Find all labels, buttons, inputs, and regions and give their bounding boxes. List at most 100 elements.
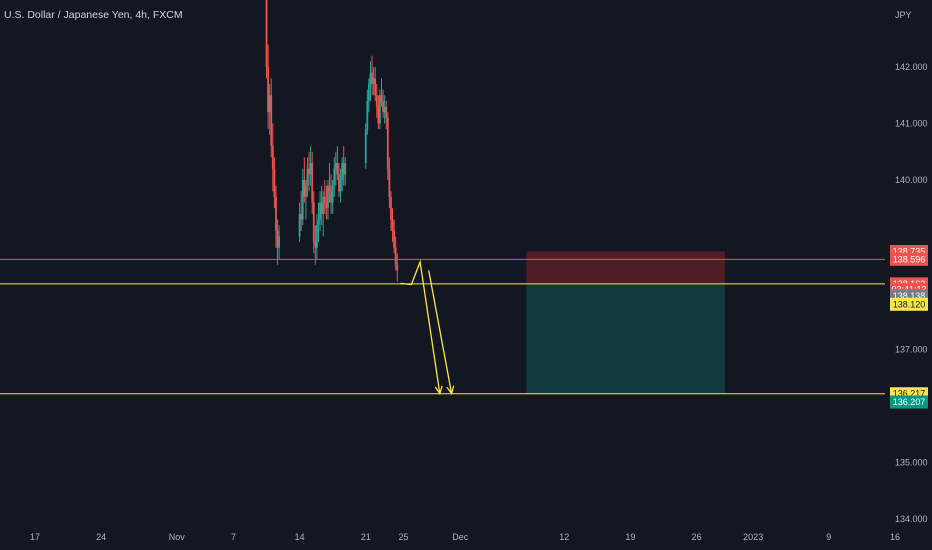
candle-body xyxy=(339,180,342,192)
candle-body xyxy=(333,168,336,186)
candle-body xyxy=(366,100,369,130)
x-tick-label: 17 xyxy=(30,532,40,542)
candle-body xyxy=(319,202,321,220)
candle-body xyxy=(323,196,326,203)
candle-body xyxy=(306,168,309,186)
projection-path-secondary xyxy=(428,270,453,394)
horizontal-lines xyxy=(0,258,885,395)
candle-body xyxy=(312,202,315,243)
price-tag-label: 138.596 xyxy=(893,254,926,264)
y-tick-label: 141.000 xyxy=(895,119,928,129)
candle-body xyxy=(309,163,312,175)
candle-body xyxy=(377,106,380,124)
candle-body xyxy=(375,95,378,107)
y-tick-label: 142.000 xyxy=(895,62,928,72)
candle-body xyxy=(369,72,372,84)
candle-body xyxy=(320,202,323,214)
position-zones xyxy=(526,251,725,395)
x-tick-label: Nov xyxy=(169,532,186,542)
x-tick-label: 7 xyxy=(231,532,236,542)
currency-label: JPY xyxy=(895,10,912,20)
arrow-head xyxy=(446,385,455,396)
y-tick-label: 134.000 xyxy=(895,514,928,524)
candle-body xyxy=(303,180,306,197)
candle-body xyxy=(391,219,394,231)
candle-body xyxy=(271,146,274,169)
x-tick-label: 26 xyxy=(691,532,701,542)
chart-title: U.S. Dollar / Japanese Yen, 4h, FXCM xyxy=(4,9,183,21)
price-tag-label: 138.735 xyxy=(893,246,926,256)
projection-path xyxy=(400,259,441,394)
candle-body xyxy=(330,191,332,203)
candle-body xyxy=(368,83,370,101)
time-axis: 17 24 Nov 7 14 21 25 Dec 12 19 26 2023 9 16 xyxy=(30,532,900,542)
price-axis: 134.000 135.000 137.000 140.000 141.000 142.0… xyxy=(895,62,928,524)
candle-body xyxy=(331,185,334,203)
x-tick-label: 19 xyxy=(625,532,635,542)
price-tags: 138.735138.596138.16203:41:13138.138138.… xyxy=(890,244,928,409)
price-tag-label: 136.217 xyxy=(893,389,926,399)
candle-body xyxy=(341,163,344,180)
candle-body xyxy=(300,213,303,220)
candle-body xyxy=(298,213,301,237)
candle-body xyxy=(396,264,399,271)
candle-body xyxy=(267,67,269,113)
candle-body xyxy=(322,196,325,214)
candle-body xyxy=(276,230,279,248)
candle-body xyxy=(390,196,392,220)
x-tick-label: 16 xyxy=(890,532,900,542)
x-tick-label: 12 xyxy=(559,532,569,542)
candle-body xyxy=(393,230,395,248)
candle-body xyxy=(278,236,281,248)
x-tick-label: 25 xyxy=(399,532,409,542)
candle-body xyxy=(383,106,386,113)
stop-loss-zone xyxy=(526,251,725,284)
candle-body xyxy=(308,168,310,175)
candle-body xyxy=(364,129,367,164)
candle-body xyxy=(379,95,381,124)
take-profit-zone xyxy=(526,283,725,395)
price-tag-label: 136.207 xyxy=(893,397,926,407)
candle-body xyxy=(380,95,383,101)
candle-body xyxy=(270,95,273,147)
x-tick-label: 9 xyxy=(826,532,831,542)
x-tick-label: 14 xyxy=(295,532,305,542)
path-drawings xyxy=(400,259,455,396)
candle-body xyxy=(372,78,375,84)
candle-body xyxy=(311,163,314,203)
price-tag-label: 138.120 xyxy=(893,299,926,309)
candle-body xyxy=(382,100,384,113)
candle-body xyxy=(314,242,317,248)
candle-body xyxy=(344,163,347,175)
candle-body xyxy=(388,168,391,197)
y-tick-label: 137.000 xyxy=(895,345,928,355)
price-tag-label: 138.138 xyxy=(893,291,926,301)
candle-body xyxy=(371,72,373,84)
candle-body xyxy=(273,168,276,197)
candle-body xyxy=(268,95,271,113)
candle-body xyxy=(394,247,397,265)
candle-body xyxy=(265,0,268,67)
price-tag xyxy=(890,297,928,311)
candle-body xyxy=(386,117,389,169)
candle-body xyxy=(316,225,318,248)
candle-body xyxy=(374,78,377,96)
y-tick-label: 140.000 xyxy=(895,175,928,185)
price-tag xyxy=(890,252,928,266)
candle-body xyxy=(334,163,337,169)
candle-body xyxy=(327,185,329,209)
candle-body xyxy=(342,163,345,175)
candle-body xyxy=(328,185,331,192)
x-tick-label: 21 xyxy=(361,532,371,542)
candle-body xyxy=(325,202,328,209)
x-tick-label: Dec xyxy=(452,532,469,542)
candle-body xyxy=(305,185,307,197)
candle-body xyxy=(301,180,304,220)
price-tag xyxy=(890,395,928,409)
candle-body xyxy=(275,196,277,231)
candle-body xyxy=(336,163,339,175)
y-tick-label: 135.000 xyxy=(895,458,928,468)
arrow-head xyxy=(434,385,443,396)
x-tick-label: 2023 xyxy=(743,532,763,542)
